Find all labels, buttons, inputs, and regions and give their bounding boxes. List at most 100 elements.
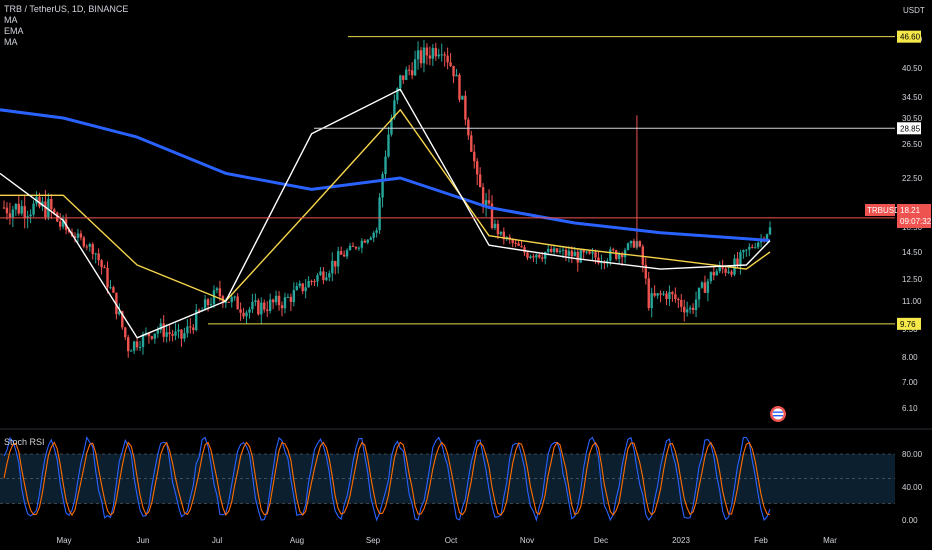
time-tick: Sep	[366, 536, 381, 545]
candle-body	[277, 295, 281, 306]
candle-body	[177, 329, 180, 332]
candle-body	[579, 250, 582, 263]
candle-body	[597, 257, 600, 264]
candle-body	[431, 47, 435, 59]
candle-body	[617, 253, 621, 259]
candle-body	[97, 253, 100, 261]
legend-ma-short[interactable]: MA	[4, 37, 18, 47]
candle-body	[129, 350, 133, 352]
candle-body	[339, 251, 343, 255]
candle-body	[206, 299, 210, 306]
tag-resistance-top-bg	[897, 30, 921, 43]
candle-body	[387, 134, 390, 157]
candle-body	[659, 293, 662, 295]
candle-body	[467, 119, 470, 136]
candle-body	[342, 254, 346, 257]
price-tick: 8.00	[902, 353, 918, 362]
candle-body	[756, 242, 760, 248]
rsi-d-line	[3, 441, 771, 517]
candle-body	[641, 246, 645, 265]
candle-body	[94, 253, 97, 255]
time-tick: Nov	[520, 536, 534, 545]
candle-body	[517, 243, 520, 246]
candle-body	[257, 300, 260, 315]
candle-body	[162, 323, 165, 337]
candle-body	[378, 197, 381, 231]
candle-body	[76, 233, 80, 238]
tag-resistance-mid-bg	[897, 122, 921, 135]
events-flag-icon[interactable]	[769, 405, 787, 423]
candle-body	[109, 287, 112, 289]
candle-body	[304, 287, 307, 292]
candle-body	[354, 246, 358, 249]
candle-body	[233, 296, 236, 298]
candle-body	[730, 271, 733, 275]
candle-body	[11, 209, 15, 218]
candle-body	[470, 135, 473, 152]
candle-body	[212, 290, 216, 305]
candle-body	[384, 156, 387, 175]
candle-body	[484, 200, 488, 207]
price-tick: 34.50	[902, 93, 923, 102]
time-tick: Aug	[290, 536, 304, 545]
candle-body	[381, 174, 384, 198]
rsi-tick: 80.00	[902, 450, 923, 459]
candle-body	[665, 293, 668, 300]
candle-body	[490, 203, 494, 228]
candle-body	[594, 252, 597, 258]
candle-body	[328, 273, 331, 278]
candle-body	[310, 280, 313, 282]
candle-body	[227, 301, 230, 303]
legend-ema[interactable]: EMA	[4, 26, 24, 36]
candle-body	[82, 237, 86, 247]
candle-body	[153, 333, 157, 339]
rsi-title[interactable]: Stoch RSI	[4, 437, 45, 447]
candle-body	[668, 292, 671, 300]
candle-body	[446, 55, 449, 63]
candle-body	[192, 327, 195, 331]
candle-body	[697, 287, 701, 300]
candle-body	[671, 292, 674, 295]
candle-body	[124, 327, 127, 338]
candle-body	[44, 201, 47, 218]
candle-body	[461, 95, 464, 100]
candle-body	[251, 301, 254, 310]
candle-body	[464, 95, 467, 120]
candle-body	[183, 333, 186, 339]
candle-body	[156, 329, 159, 334]
candle-body	[573, 251, 577, 257]
candle-body	[721, 265, 724, 269]
tag-countdown: 09:07:32	[900, 217, 932, 226]
candle-body	[478, 174, 482, 188]
candle-body	[103, 267, 106, 269]
indicator-lines	[0, 88, 771, 339]
candle-body	[620, 253, 624, 258]
candle-body	[632, 240, 636, 248]
candle-body	[727, 271, 730, 273]
candle-body	[511, 239, 514, 243]
symbol-title[interactable]: TRB / TetherUS, 1D, BINANCE	[4, 4, 129, 14]
rsi-tick: 40.00	[902, 483, 923, 492]
candle-body	[452, 65, 455, 77]
candle-body	[29, 214, 32, 217]
time-tick: Feb	[754, 536, 768, 545]
candle-body	[739, 252, 742, 266]
candle-body	[623, 249, 627, 258]
candle-body	[748, 246, 751, 250]
candle-body	[295, 286, 298, 291]
candle-body	[100, 260, 103, 268]
legend-ma-long[interactable]: MA	[4, 15, 18, 25]
candle-body	[17, 203, 20, 214]
candle-body	[372, 232, 375, 238]
price-tick: 14.50	[902, 248, 923, 257]
candle-body	[499, 231, 503, 235]
candle-body	[576, 251, 579, 263]
candle-body	[357, 247, 361, 249]
candle-body	[289, 296, 293, 302]
candle-body	[268, 299, 272, 311]
series-line-0	[0, 108, 771, 243]
candle-body	[91, 244, 94, 255]
candle-body	[26, 216, 29, 218]
candle-body	[363, 240, 367, 243]
